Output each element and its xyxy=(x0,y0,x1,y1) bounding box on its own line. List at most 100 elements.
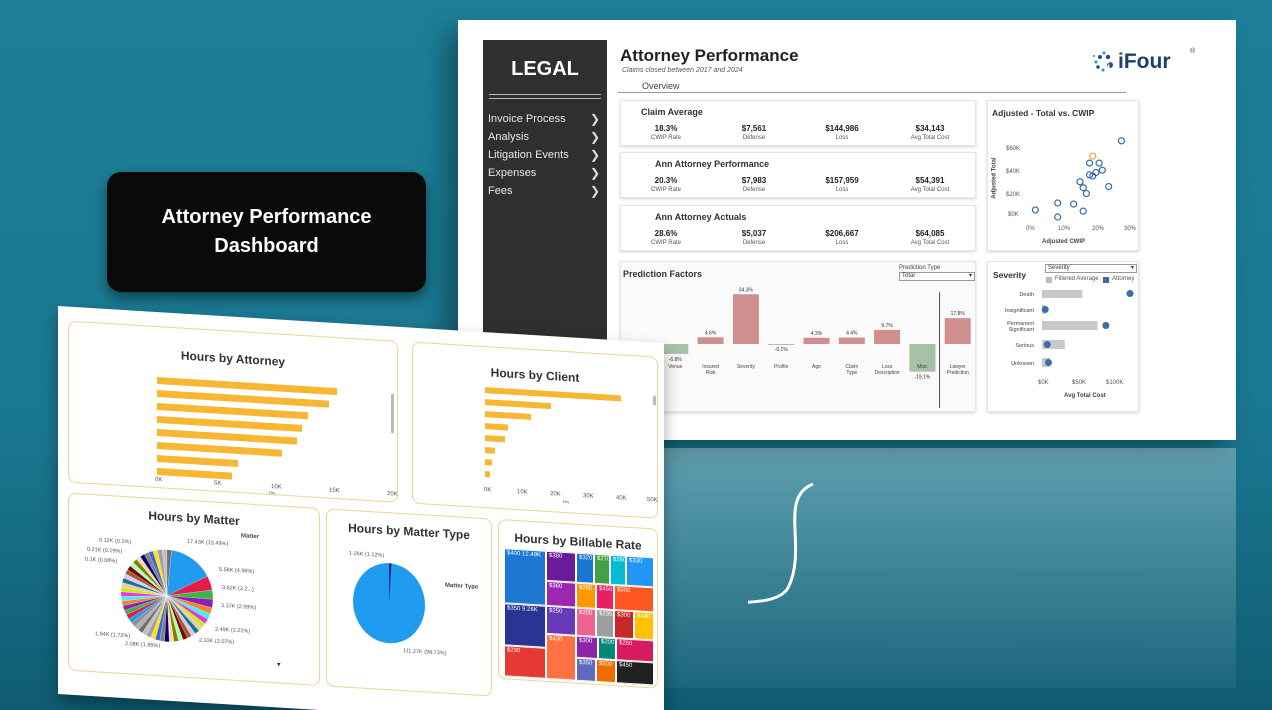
data-label: -6.8% xyxy=(669,357,683,363)
registered-icon: ® xyxy=(1190,48,1196,55)
treemap-cell[interactable]: $350 9.28K xyxy=(504,603,546,648)
scrollbar[interactable] xyxy=(653,395,656,406)
treemap-cell[interactable]: $450 xyxy=(596,583,614,611)
title-box: Attorney Performance Dashboard xyxy=(107,172,426,292)
severity-dropdown[interactable]: Severity ▾ xyxy=(1045,264,1137,273)
treemap-cell[interactable]: $250 xyxy=(616,638,654,663)
category-label: Age xyxy=(812,364,821,370)
category-label: Severity xyxy=(737,364,756,370)
treemap-cell[interactable]: $300 xyxy=(614,610,634,640)
treemap-cell[interactable]: $320 xyxy=(576,552,594,584)
prediction-bar xyxy=(697,337,724,344)
severity-marker-attorney xyxy=(1045,359,1053,366)
y-tick: $0K xyxy=(1008,212,1019,218)
scatter-point xyxy=(1105,182,1113,191)
data-label: 17.8% xyxy=(951,311,966,317)
metric-panel-actuals: Ann Attorney Actuals 28.6% $5,037 $206,6… xyxy=(620,205,976,251)
treemap-cell[interactable]: $250 xyxy=(546,605,576,636)
client-bar[interactable] xyxy=(485,435,505,443)
tile-title: Hours by Matter xyxy=(148,508,240,529)
category-label: Profile xyxy=(774,364,788,370)
x-tick: 30% xyxy=(1124,226,1137,232)
x-tick: 10% xyxy=(1058,226,1071,232)
severity-bar-filtered xyxy=(1042,290,1083,298)
tab-overview[interactable]: Overview xyxy=(642,81,680,91)
treemap-cell[interactable]: $230 xyxy=(596,608,614,639)
treemap-cell[interactable]: $400 12.49K xyxy=(504,548,546,606)
scatter-point xyxy=(1079,184,1087,192)
expand-arrow-icon[interactable]: ▾ xyxy=(277,661,281,669)
metric-label: Loss xyxy=(835,187,849,193)
pie-label: 3.62K (3.2...) xyxy=(222,585,254,593)
legend-title: Matter xyxy=(241,533,260,541)
client-bar[interactable] xyxy=(485,459,492,466)
client-bar[interactable] xyxy=(485,447,495,454)
data-label: 4.6% xyxy=(705,330,717,336)
attorney-bar[interactable] xyxy=(157,429,298,445)
treemap-cell[interactable]: $360 xyxy=(546,580,576,608)
metric-value: $7,983 xyxy=(741,176,767,185)
scatter-point xyxy=(1117,137,1126,145)
tile-hours-by-client: Hours by Client 0K 10K 20K 30K 40K 50K H… xyxy=(412,341,658,519)
treemap-cell[interactable]: $230 xyxy=(504,645,546,679)
severity-marker-attorney xyxy=(1043,341,1051,348)
page-title: Attorney Performance xyxy=(620,46,799,65)
nav-label: Invoice Process xyxy=(488,113,566,125)
treemap-cell[interactable]: $430 xyxy=(634,611,654,641)
treemap-cell[interactable]: $300 xyxy=(576,635,598,660)
scatter-point xyxy=(1095,159,1103,167)
pie-label: 0.21K (0.19%) xyxy=(87,546,123,555)
scrollbar[interactable] xyxy=(391,393,394,434)
nav-item-litigation-events[interactable]: Litigation Events ❯ xyxy=(488,146,602,164)
y-tick: $40K xyxy=(1006,169,1021,175)
client-bar[interactable] xyxy=(485,411,532,420)
client-bar[interactable] xyxy=(485,471,490,478)
treemap-cell[interactable]: $500 xyxy=(596,658,616,684)
client-bar[interactable] xyxy=(485,399,552,410)
tile-hours-by-matter-type: Hours by Matter Type 1.26K (1.12%) 111.2… xyxy=(326,508,492,697)
x-tick: 0% xyxy=(1026,226,1035,232)
nav-item-fees[interactable]: Fees ❯ xyxy=(488,182,602,200)
scatter-point xyxy=(1092,168,1100,177)
category-label: Risk xyxy=(706,370,716,376)
metric-label: CWIP Rate xyxy=(651,187,681,193)
data-label: -0.1% xyxy=(775,347,789,353)
scatter-point xyxy=(1085,159,1094,167)
treemap-cell[interactable]: $380 xyxy=(546,550,576,583)
treemap-cell[interactable]: $280 xyxy=(576,582,596,609)
prediction-type-dropdown[interactable]: Total ▾ xyxy=(899,272,975,281)
metric-label: Defense xyxy=(742,187,766,193)
client-bar[interactable] xyxy=(485,387,622,402)
treemap-cell[interactable]: $270 xyxy=(594,553,610,585)
nav-label: Fees xyxy=(488,185,513,197)
x-axis-label: Hrs xyxy=(269,489,276,496)
pie-label: 0.12K (0.1%) xyxy=(99,537,132,546)
metric-value: $5,037 xyxy=(741,229,767,238)
attorney-bar[interactable] xyxy=(157,455,239,468)
treemap-cell[interactable]: $200 xyxy=(576,607,596,637)
x-tick: 0K xyxy=(484,487,492,494)
pie-label: 5.58K (4.96%) xyxy=(219,566,255,575)
nav-item-expenses[interactable]: Expenses ❯ xyxy=(488,164,602,182)
treemap-cell[interactable]: $430 xyxy=(546,633,576,681)
category-label: Insignificant xyxy=(1005,308,1035,314)
treemap-cell[interactable]: $330 xyxy=(626,555,654,588)
treemap-cell[interactable]: $350 xyxy=(576,657,596,682)
treemap-cell[interactable]: $280 xyxy=(610,554,626,586)
x-tick: 30K xyxy=(583,493,594,500)
title-line-1: Attorney Performance xyxy=(161,206,372,228)
tile-hours-by-billable-rate: Hours by Billable Rate $400 12.49K $380 $3… xyxy=(498,518,658,689)
treemap-cell[interactable]: $450 xyxy=(616,660,654,686)
client-bar[interactable] xyxy=(485,423,509,431)
legal-dashboard-screenshot: LEGAL Invoice Process ❯ Analysis ❯ Litigat… xyxy=(458,20,1236,440)
attorney-bar[interactable] xyxy=(157,468,233,480)
x-tick: 0K xyxy=(155,476,163,484)
attorney-bar[interactable] xyxy=(157,442,283,457)
prediction-bar xyxy=(944,318,971,344)
category-label: Lawyer xyxy=(950,364,966,370)
metric-label: Loss xyxy=(835,240,849,246)
treemap-cell[interactable]: $500 xyxy=(614,585,654,613)
nav-item-analysis[interactable]: Analysis ❯ xyxy=(488,128,602,146)
nav-item-invoice-process[interactable]: Invoice Process ❯ xyxy=(488,110,602,128)
treemap-cell[interactable]: $200 xyxy=(598,637,616,661)
